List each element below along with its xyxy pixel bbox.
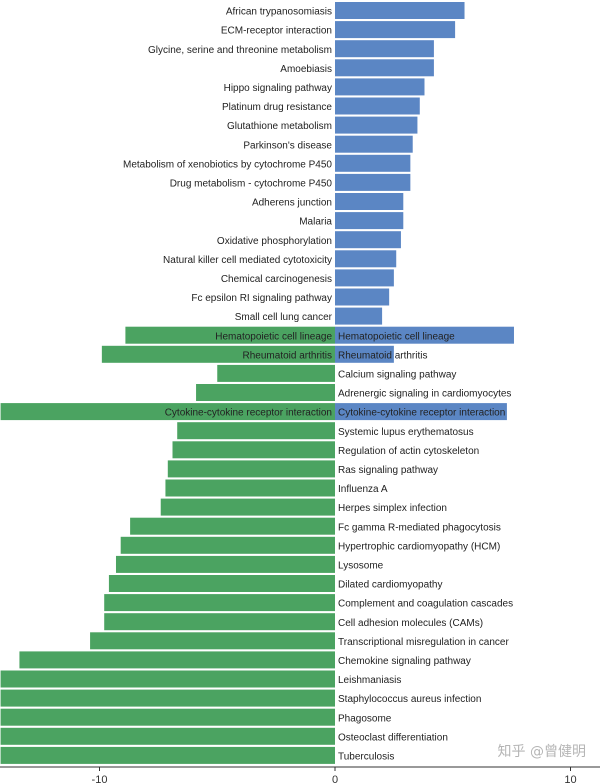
bar-down <box>125 326 335 344</box>
bar-label: Phagosome <box>338 713 392 724</box>
bar-label: Rheumatoid arthritis <box>338 350 427 361</box>
bar-label: Adrenergic signaling in cardiomyocytes <box>338 389 511 400</box>
bar-label: Adherens junction <box>252 198 332 209</box>
bar-up <box>335 40 434 58</box>
bar-down <box>0 746 336 764</box>
bar-label: Ras signaling pathway <box>338 465 438 476</box>
bar-down <box>172 441 335 459</box>
bar-down <box>0 689 336 707</box>
bar-label: Fc epsilon RI signaling pathway <box>191 293 332 304</box>
bar-up <box>335 173 411 191</box>
bar-label: Fc gamma R-mediated phagocytosis <box>338 522 501 533</box>
bar-label: Influenza A <box>338 484 388 495</box>
bar-up <box>335 231 401 249</box>
bar-down <box>0 708 336 726</box>
bar-label: Platinum drug resistance <box>222 102 332 113</box>
bar-label: Hematopoietic cell lineage <box>215 331 332 342</box>
bar-label: Natural killer cell mediated cytotoxicit… <box>163 255 332 266</box>
bar-down <box>165 479 335 497</box>
bar-up <box>335 2 465 19</box>
bar-down <box>90 632 335 650</box>
bar-down <box>108 575 335 592</box>
bar-up <box>335 345 394 363</box>
bar-label: Malaria <box>299 217 332 228</box>
bar-down <box>167 460 335 478</box>
x-tick-label: 10 <box>564 774 576 783</box>
bar-up <box>335 21 456 39</box>
bar-down <box>196 384 335 401</box>
x-tick-label: 0 <box>332 774 338 783</box>
bar-label: Systemic lupus erythematosus <box>338 427 474 438</box>
bar-label: Cytokine-cytokine receptor interaction <box>338 408 505 419</box>
bar-down <box>0 403 336 421</box>
bar-up <box>335 288 390 306</box>
bar-label: Chemical carcinogenesis <box>221 274 332 285</box>
bar-label: Oxidative phosphorylation <box>217 236 332 247</box>
bar-label: Parkinson's disease <box>243 140 332 151</box>
watermark: 知乎 @曾健明 <box>497 744 586 760</box>
bar-down <box>217 364 335 382</box>
bar-down <box>101 345 335 363</box>
bar-label: Rheumatoid arthritis <box>243 350 332 361</box>
bar-label: Hippo signaling pathway <box>224 83 332 94</box>
bar-label: Glycine, serine and threonine metabolism <box>148 45 332 56</box>
bar-label: Cytokine-cytokine receptor interaction <box>165 408 332 419</box>
bar-label: Transcriptional misregulation in cancer <box>338 637 509 648</box>
bar-up <box>335 116 418 134</box>
bar-up <box>335 269 394 287</box>
bar-label: Dilated cardiomyopathy <box>338 580 443 591</box>
bar-label: Leishmaniasis <box>338 675 401 686</box>
bar-up <box>335 97 420 115</box>
bar-label: Herpes simplex infection <box>338 503 447 514</box>
x-tick-label: -10 <box>92 774 108 783</box>
bar-label: Drug metabolism - cytochrome P450 <box>170 178 333 189</box>
bar-up <box>335 326 514 344</box>
bar-label: Regulation of actin cytoskeleton <box>338 446 479 457</box>
bar-label: Lysosome <box>338 560 384 571</box>
bars-layer <box>0 2 514 764</box>
bar-label: African trypanosomiasis <box>226 7 332 18</box>
bar-down <box>130 517 335 535</box>
bar-label: Hypertrophic cardiomyopathy (HCM) <box>338 541 500 552</box>
bar-label: Complement and coagulation cascades <box>338 599 513 610</box>
bar-down <box>177 422 335 440</box>
bar-down <box>160 498 335 516</box>
bar-up <box>335 59 434 77</box>
bar-up <box>335 78 425 96</box>
bar-label: Osteoclast differentiation <box>338 732 448 743</box>
bar-label: Small cell lung cancer <box>235 312 333 323</box>
bar-down <box>104 613 336 631</box>
bar-up <box>335 193 404 210</box>
bar-label: Amoebiasis <box>280 64 332 75</box>
bar-down <box>120 536 335 554</box>
bar-up <box>335 307 383 325</box>
bar-down <box>115 555 335 573</box>
bar-down <box>0 727 336 745</box>
bar-up <box>335 135 413 153</box>
bar-label: Cell adhesion molecules (CAMs) <box>338 618 483 629</box>
bar-label: ECM-receptor interaction <box>221 26 332 37</box>
x-axis: -10 0 10 <box>0 766 600 783</box>
bar-label: Glutathione metabolism <box>227 121 332 132</box>
bar-label: Tuberculosis <box>338 751 394 762</box>
bar-down <box>19 651 336 669</box>
bar-up <box>335 154 411 172</box>
bar-label: Hematopoietic cell lineage <box>338 331 455 342</box>
bar-down <box>0 670 336 688</box>
bar-up <box>335 403 507 421</box>
bar-down <box>104 594 336 612</box>
bar-label: Metabolism of xenobiotics by cytochrome … <box>123 159 332 170</box>
bar-up <box>335 212 404 230</box>
bar-label: Staphylococcus aureus infection <box>338 694 481 705</box>
bar-label: Chemokine signaling pathway <box>338 656 471 667</box>
bar-up <box>335 250 397 268</box>
labels-layer: African trypanosomiasis ECM-receptor inte… <box>123 7 513 763</box>
bar-label: Calcium signaling pathway <box>338 369 456 380</box>
